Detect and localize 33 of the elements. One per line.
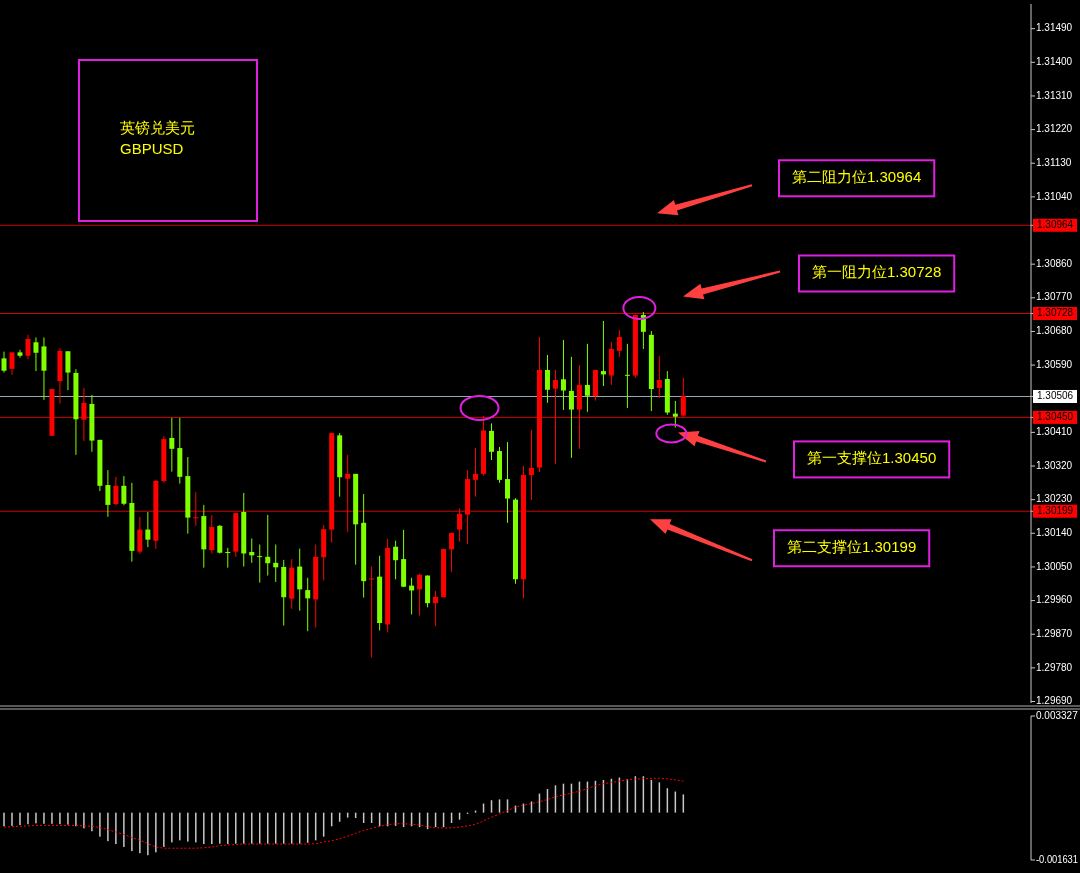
y-tick-label: 1.30506 <box>1037 390 1074 402</box>
y-tick-label: 1.30680 <box>1036 325 1073 337</box>
text: 英镑兑美元 <box>120 119 195 136</box>
ref-line-label: 第一阻力位1.30728 <box>812 263 942 281</box>
y-tick-label: 0.003327 <box>1036 709 1079 721</box>
y-tick-label: 1.31400 <box>1036 55 1073 67</box>
y-tick-label: 1.29960 <box>1036 594 1073 606</box>
y-tick-label: 1.29690 <box>1036 695 1073 707</box>
y-tick-label: 1.30199 <box>1037 504 1074 516</box>
line-series <box>3 777 684 849</box>
y-tick-label: 1.30860 <box>1036 257 1073 269</box>
ref-line-label: 第二阻力位1.30964 <box>792 168 922 186</box>
y-tick-label: 1.30964 <box>1037 218 1074 230</box>
y-tick-label: -0.001631 <box>1036 853 1080 865</box>
y-tick-label: 1.31310 <box>1036 89 1073 101</box>
y-tick-label: 1.31040 <box>1036 190 1073 202</box>
y-tick-label: 1.30770 <box>1036 291 1073 303</box>
text: GBPUSD <box>120 140 184 157</box>
y-tick-label: 1.29780 <box>1036 661 1073 673</box>
y-tick-label: 1.30728 <box>1037 307 1074 319</box>
y-tick-label: 1.30140 <box>1036 526 1073 538</box>
y-tick-label: 1.31220 <box>1036 123 1073 135</box>
y-tick-label: 1.30410 <box>1036 426 1073 438</box>
ref-line-label: 第二支撑位1.30199 <box>787 538 917 556</box>
y-tick-label: 1.29870 <box>1036 627 1073 639</box>
y-tick-label: 1.31130 <box>1036 156 1072 168</box>
y-tick-label: 1.30450 <box>1037 411 1074 423</box>
y-tick-label: 1.30590 <box>1036 358 1073 370</box>
y-tick-label: 1.30230 <box>1036 493 1073 505</box>
y-tick-label: 1.30050 <box>1036 560 1073 572</box>
y-tick-label: 1.30320 <box>1036 459 1073 471</box>
ref-line-label: 第一支撑位1.30450 <box>807 449 937 467</box>
y-tick-label: 1.31490 <box>1036 22 1073 34</box>
